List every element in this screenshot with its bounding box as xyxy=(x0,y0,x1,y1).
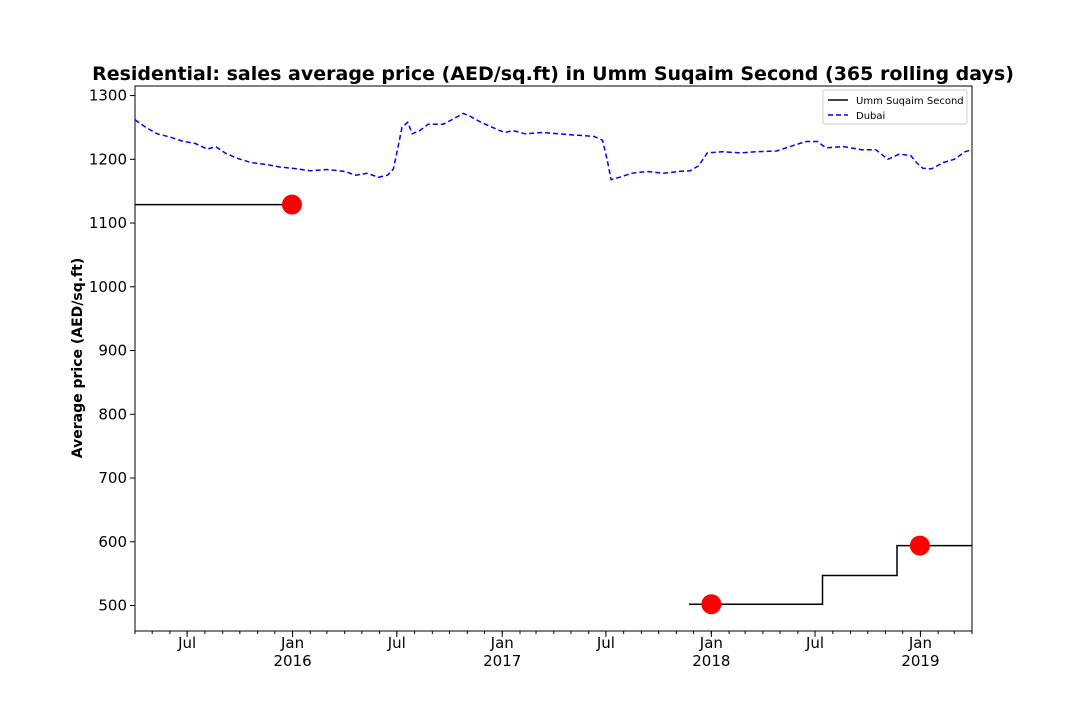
y-tick-label: 1300 xyxy=(89,87,127,105)
x-tick-year-label: 2019 xyxy=(901,652,939,670)
x-tick-label: Jan xyxy=(699,634,723,652)
series-line-umm-suqaim-second xyxy=(689,544,972,605)
y-tick-label: 1000 xyxy=(89,278,127,296)
highlight-point xyxy=(701,594,722,615)
highlight-point xyxy=(281,194,302,215)
legend-box xyxy=(822,89,968,125)
y-axis-label: Average price (AED/sq.ft) xyxy=(70,258,86,458)
y-tick-label: 800 xyxy=(98,405,127,423)
chart-title: Residential: sales average price (AED/sq… xyxy=(92,63,1014,85)
y-tick-label: 1100 xyxy=(89,214,127,232)
x-tick-label: Jan xyxy=(490,634,514,652)
legend-label-umm-suqaim-second: Umm Suqaim Second xyxy=(856,96,964,107)
y-tick-label: 1200 xyxy=(89,150,127,168)
y-tick-label: 700 xyxy=(98,469,127,487)
y-tick-label: 500 xyxy=(98,597,127,615)
y-tick-label: 900 xyxy=(98,342,127,360)
x-tick-label: Jul xyxy=(805,634,824,652)
plot-area xyxy=(134,85,973,632)
legend-label-dubai: Dubai xyxy=(856,111,885,122)
highlight-point xyxy=(909,535,930,556)
x-tick-label: Jul xyxy=(387,634,406,652)
x-tick-label: Jan xyxy=(280,634,304,652)
x-tick-year-label: 2018 xyxy=(692,652,730,670)
y-tick-label: 600 xyxy=(98,533,127,551)
x-tick-label: Jul xyxy=(177,634,196,652)
x-tick-year-label: 2016 xyxy=(273,652,311,670)
legend: Umm Suqaim Second Dubai xyxy=(822,89,968,125)
x-tick-year-label: 2017 xyxy=(483,652,521,670)
series-layer xyxy=(134,112,973,605)
series-line-dubai xyxy=(134,112,973,181)
highlight-points xyxy=(281,194,930,615)
x-tick-label: Jul xyxy=(596,634,615,652)
x-tick-label: Jan xyxy=(908,634,932,652)
y-axis-ticks: 500 600 700 800 900 1000 1100 1200 1300 xyxy=(89,87,135,615)
